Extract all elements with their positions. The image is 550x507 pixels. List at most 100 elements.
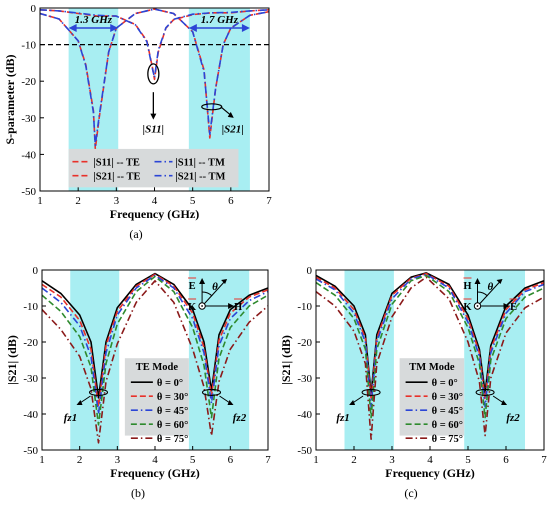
x-axis-label: Frequency (GHz) [110, 466, 199, 480]
panel-caption: (c) [404, 486, 417, 500]
series-line-4 [42, 275, 268, 426]
y-tick-label: -30 [23, 373, 38, 385]
chart-panel-3: 1 2 3 4 5 6 7 0 -10 -20 -30 -40 -50 Frequency (GHz) |S… [279, 265, 547, 500]
y-tick-label: -10 [23, 301, 38, 313]
y-tick-label: -30 [297, 373, 312, 385]
incidence-vector [479, 280, 501, 305]
incidence-arrowhead [496, 279, 503, 284]
legend-entry: |S11| -- TM [176, 158, 225, 169]
y-tick-label: -20 [23, 337, 38, 349]
vertical-arrowhead [199, 278, 206, 284]
y-tick-label: -10 [297, 301, 312, 313]
bandwidth-arrow-2 [188, 24, 250, 32]
vertical-arrowhead [474, 278, 481, 284]
horizontal-arrowhead [228, 303, 235, 309]
field-vector-top: H [463, 281, 471, 292]
legend-entry: θ = 75° [432, 434, 463, 445]
legend: TE Mode θ = 0° θ = 30° θ = 45° θ = 60° θ = 75… [124, 358, 189, 445]
x-tick-label: 4 [427, 454, 433, 466]
field-vector-inset: θ HK E [463, 277, 518, 313]
fz1-label: fz1 [336, 412, 349, 424]
series-line-3 [42, 274, 268, 415]
fz2-arrowhead [227, 400, 234, 405]
x-tick-label: 5 [190, 454, 196, 466]
series-line-2 [42, 273, 268, 408]
y-tick-label: 0 [307, 265, 313, 277]
arrow-head-left [188, 24, 197, 32]
legend-entry: |S11| -- TE [93, 158, 139, 169]
field-vector-inset: θ EK H [188, 277, 242, 313]
legend-entry: |S21| -- TE [93, 172, 140, 183]
series-line-2 [316, 272, 544, 401]
arrow-head-right [110, 24, 119, 32]
legend-entry: θ = 75° [157, 434, 188, 445]
origin-dot [201, 305, 203, 307]
fz2-label: fz2 [506, 412, 520, 424]
x-tick-label: 3 [389, 454, 395, 466]
x-tick-label: 1 [313, 454, 319, 466]
chart-panel-2: 1 2 3 4 5 6 7 0 -10 -20 -30 -40 -50 Frequency (GHz) |S… [5, 265, 271, 500]
theta-label: θ [488, 281, 494, 293]
y-axis-label: S-parameter (dB) [3, 54, 17, 144]
angle-arc [202, 291, 213, 297]
x-tick-label: 4 [152, 454, 158, 466]
legend: TM Mode θ = 0° θ = 30° θ = 45° θ = 60° θ = 75… [399, 358, 465, 445]
legend-entry: θ = 0° [157, 378, 183, 389]
fz1-marker-ellipse [88, 388, 109, 396]
y-tick-label: -40 [21, 149, 36, 161]
x-tick-label: 1 [39, 454, 45, 466]
s21-marker-arrowhead [227, 111, 234, 118]
series-group [40, 8, 269, 150]
legend: |S11| -- TE |S11| -- TM |S21| -- TE |S21| -… [68, 148, 239, 188]
fz2-marker-ellipse [201, 388, 222, 396]
series-group [316, 272, 544, 440]
legend-entry: θ = 60° [157, 420, 188, 431]
s11-label: |S11| [143, 123, 164, 135]
y-tick-label: -20 [297, 337, 312, 349]
s21-label: |S21| [222, 123, 244, 135]
series-line-3 [316, 273, 544, 408]
y-tick-label: -50 [21, 186, 36, 198]
theta-label: θ [212, 281, 218, 293]
arrow-head-left [68, 24, 77, 32]
y-tick-label: -40 [23, 409, 38, 421]
x-tick-label: 5 [190, 195, 196, 207]
panel-caption: (a) [129, 227, 142, 241]
x-tick-label: 7 [265, 454, 271, 466]
series-line-4 [316, 274, 544, 419]
field-vector-right: E [510, 302, 517, 313]
series-line-4 [40, 8, 269, 147]
x-tick-label: 3 [114, 195, 120, 207]
y-tick-label: 0 [31, 3, 37, 15]
y-tick-label: -40 [297, 409, 312, 421]
y-tick-label: -50 [297, 445, 312, 457]
series-line-5 [316, 276, 544, 440]
x-tick-label: 6 [228, 195, 234, 207]
x-tick-label: 6 [228, 454, 234, 466]
series-line-2 [40, 9, 269, 79]
x-tick-label: 3 [115, 454, 121, 466]
band2-label: 1.7 GHz [201, 14, 239, 26]
s11-marker-ellipse [147, 63, 160, 85]
origin-dot [476, 305, 479, 307]
s11-marker-arrowhead [150, 113, 157, 120]
x-tick-label: 7 [541, 454, 547, 466]
panel-caption: (b) [131, 486, 145, 500]
fz1-marker-ellipse [361, 388, 381, 396]
s21-marker-ellipse [201, 103, 223, 111]
legend-entry: θ = 30° [432, 392, 463, 403]
x-axis-label: Frequency (GHz) [110, 207, 199, 221]
legend-title: TE Mode [136, 362, 179, 373]
series-line-5 [42, 280, 268, 444]
x-tick-label: 4 [152, 195, 158, 207]
legend-box [68, 148, 239, 188]
fz1-label: fz1 [64, 412, 77, 424]
legend-entry: θ = 45° [432, 406, 463, 417]
legend-entry: θ = 45° [157, 406, 188, 417]
field-vector-top: E [189, 281, 196, 292]
x-tick-label: 2 [77, 454, 83, 466]
y-axis-label: |S21| (dB) [279, 335, 293, 385]
x-tick-label: 1 [37, 195, 43, 207]
incidence-vector [203, 280, 226, 305]
